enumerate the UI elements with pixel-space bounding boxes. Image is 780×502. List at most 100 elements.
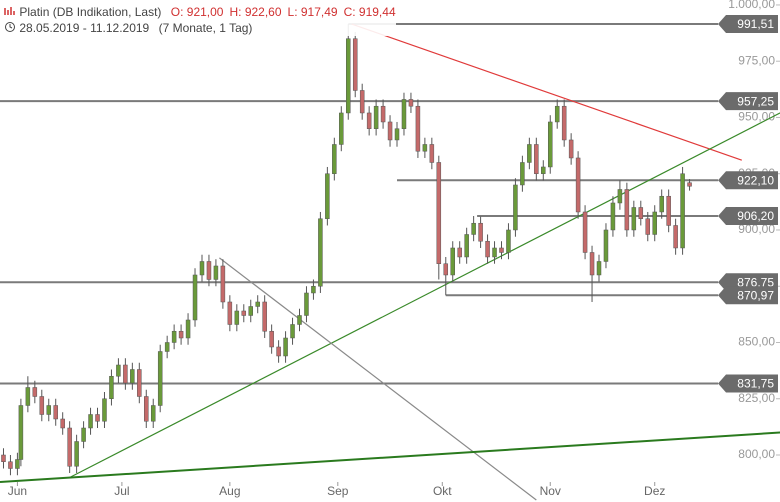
level-label: 957,25	[737, 94, 774, 108]
candle-body	[520, 162, 525, 186]
candle-body	[645, 218, 651, 235]
level-box	[718, 15, 778, 34]
candle-body	[589, 252, 595, 276]
candle-body	[318, 218, 323, 287]
candle-body	[150, 405, 156, 422]
clock-icon	[5, 22, 15, 32]
candle-body	[227, 301, 233, 325]
candle-body	[1, 454, 6, 462]
candle-body	[32, 387, 38, 397]
candle-body	[269, 330, 274, 348]
candle-body	[513, 184, 518, 231]
candle-body	[373, 105, 379, 129]
ohlc-close: C: 919,44	[343, 5, 396, 19]
candle-body	[596, 261, 602, 276]
candle-body	[359, 90, 365, 114]
candle-body	[492, 247, 497, 258]
candle-body	[582, 211, 588, 253]
period: 28.05.2019 - 11.12.2019	[19, 21, 150, 35]
trend-line	[0, 431, 780, 483]
candle-body	[541, 166, 546, 174]
candle-body	[380, 105, 386, 123]
candle-body	[290, 324, 295, 339]
candle-body	[450, 247, 455, 276]
candle-body	[429, 144, 435, 163]
trend-line	[351, 23, 742, 161]
level-label: 870,97	[737, 288, 774, 302]
candle-body	[325, 173, 330, 219]
candle-body	[352, 38, 358, 91]
level-label: 876,75	[737, 275, 774, 289]
candle-body	[624, 189, 630, 231]
y-tick-label: 975,00	[738, 53, 775, 67]
candle-body	[311, 285, 316, 294]
candle-body	[81, 427, 86, 442]
candle-body	[457, 247, 462, 258]
candle-body	[88, 414, 93, 429]
candle-body	[130, 369, 135, 384]
candle-body	[401, 99, 407, 129]
candle-body	[554, 105, 560, 123]
candle-body	[67, 427, 72, 467]
x-tick-label: Aug	[219, 484, 240, 498]
candle-body	[171, 330, 177, 343]
candle-body	[74, 441, 79, 467]
candle-body	[15, 459, 20, 469]
x-tick-label: Dez	[644, 484, 665, 498]
candle-body	[464, 234, 469, 258]
candle-body	[687, 182, 692, 187]
candle-body	[234, 310, 240, 325]
candle-body	[25, 387, 31, 406]
candle-body	[255, 301, 260, 307]
header: Platin (DB Indikation, Last) O: 921,00 H:…	[4, 4, 396, 36]
candle-body	[499, 247, 504, 253]
candle-body	[137, 369, 142, 397]
candle-body	[262, 301, 267, 332]
x-tick-label: Jun	[8, 484, 27, 498]
candle-body	[387, 121, 393, 141]
candle-body	[332, 144, 337, 174]
candle-body	[53, 405, 58, 420]
candle-body	[366, 112, 372, 129]
icon	[4, 7, 15, 15]
candle-body	[610, 202, 616, 231]
candle-body	[18, 405, 24, 460]
trend-line	[69, 112, 780, 479]
candle-body	[185, 319, 191, 339]
candle-body	[666, 195, 671, 226]
candle-body	[415, 105, 421, 152]
candle-body	[241, 310, 247, 316]
candle-body	[164, 342, 170, 352]
candle-body	[8, 461, 13, 469]
level-box	[718, 92, 778, 111]
ohlc-high: H: 922,60	[229, 5, 282, 19]
x-tick-label: Sep	[327, 484, 349, 498]
candle-body	[220, 265, 226, 303]
candle-body	[506, 229, 511, 253]
candle-body	[346, 38, 351, 114]
duration: (7 Monate, 1 Tag)	[158, 21, 253, 35]
y-tick-label: 1.000,00	[728, 0, 775, 11]
candle-body	[304, 292, 309, 316]
y-tick-label: 825,00	[738, 391, 775, 405]
candle-body	[213, 265, 219, 280]
candle-body	[568, 139, 574, 159]
candle-body	[603, 229, 609, 262]
candle-body	[617, 189, 623, 204]
candle-body	[109, 375, 114, 399]
candle-body	[547, 121, 553, 168]
y-tick-label: 900,00	[738, 222, 775, 236]
candle-body	[659, 195, 664, 213]
level-box	[718, 207, 778, 226]
candle-body	[39, 396, 45, 415]
header-line: 28.05.2019 - 11.12.2019 (7 Monate, 1 Tag…	[4, 20, 396, 36]
y-tick-label: 950,00	[738, 110, 775, 124]
candle-body	[478, 222, 483, 242]
instrument: Platin (DB Indikation, Last)	[19, 5, 162, 19]
candle-body	[339, 112, 344, 145]
candle-body	[276, 346, 281, 357]
x-tick-label: Nov	[540, 484, 561, 498]
trend-line	[219, 257, 537, 501]
